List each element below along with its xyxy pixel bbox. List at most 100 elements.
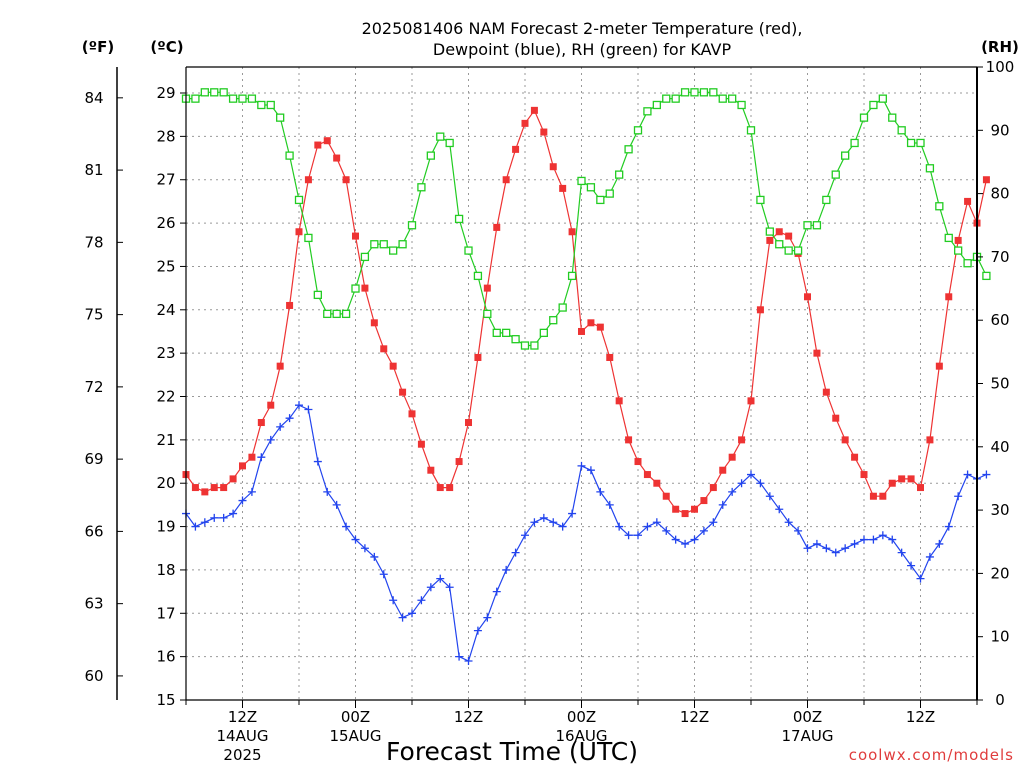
- relative-humidity-point: [558, 303, 567, 312]
- relative-humidity-point: [633, 126, 643, 135]
- temperature-point: [945, 293, 953, 301]
- x-tick-label: 12Z: [454, 708, 483, 726]
- dewpoint-point: [398, 613, 407, 622]
- temperature-point: [295, 228, 303, 236]
- rh-tick-label: 100: [986, 58, 1015, 76]
- fahrenheit-tick-label: 84: [84, 89, 103, 107]
- fahrenheit-tick-label: 63: [84, 595, 103, 613]
- relative-humidity-point: [944, 233, 953, 243]
- temperature-point: [521, 119, 529, 127]
- x-tick-label: 12Z: [906, 708, 935, 726]
- relative-humidity-point: [812, 221, 822, 230]
- temperature-point: [446, 484, 454, 492]
- dewpoint-point: [521, 531, 529, 540]
- rh-axis-unit: (RH): [981, 38, 1019, 56]
- temperature-point: [935, 362, 943, 370]
- dewpoint-point: [765, 492, 774, 501]
- temperature-point: [596, 323, 604, 331]
- dewpoint-point: [916, 574, 925, 583]
- dewpoint-point: [869, 535, 878, 544]
- temperature-point: [954, 236, 962, 244]
- dewpoint-point: [332, 500, 341, 509]
- temperature-point: [804, 293, 811, 301]
- temperature-point: [191, 484, 199, 492]
- relative-humidity-point: [247, 94, 257, 103]
- temperature-point: [323, 137, 331, 145]
- relative-humidity-point: [567, 271, 577, 281]
- x-date-label: 14AUG: [217, 727, 269, 745]
- x-tick-label: 12Z: [680, 708, 709, 726]
- dewpoint-point: [643, 522, 652, 531]
- temperature-point: [455, 458, 463, 466]
- relative-humidity-point: [285, 151, 294, 160]
- temperature-point: [832, 414, 840, 422]
- relative-humidity-point: [775, 240, 784, 249]
- relative-humidity-point: [586, 183, 596, 192]
- dewpoint-point: [775, 505, 784, 514]
- dewpoint-point: [229, 509, 238, 518]
- temperature-point: [248, 453, 256, 461]
- dewpoint-point: [379, 570, 388, 579]
- celsius-tick-label: 18: [156, 561, 175, 579]
- celsius-tick-label: 24: [156, 301, 175, 319]
- temperature-point: [672, 505, 680, 513]
- celsius-tick-label: 27: [156, 171, 175, 189]
- relative-humidity-point: [793, 246, 803, 255]
- x-axis-title: Forecast Time (UTC): [386, 737, 638, 766]
- temperature-point: [681, 510, 689, 518]
- dewpoint-point: [935, 539, 944, 548]
- relative-humidity-point: [492, 328, 501, 338]
- relative-humidity-point: [257, 100, 266, 110]
- relative-humidity-point: [615, 170, 624, 179]
- dewpoint-point: [455, 652, 464, 661]
- temperature-point: [483, 284, 491, 292]
- temperature-point: [907, 475, 915, 483]
- fahrenheit-tick-label: 78: [84, 233, 103, 251]
- dewpoint-point: [304, 405, 313, 414]
- relative-humidity-point: [483, 309, 492, 319]
- relative-humidity-point: [332, 309, 341, 319]
- relative-humidity-point: [690, 88, 699, 97]
- relative-humidity-point: [605, 189, 614, 198]
- relative-humidity-point: [916, 138, 925, 148]
- temperature-point: [709, 484, 717, 492]
- temperature-point: [766, 236, 774, 244]
- x-tick-label: 00Z: [567, 708, 596, 726]
- dewpoint-point: [426, 583, 435, 592]
- dewpoint-point: [285, 414, 294, 423]
- dewpoint-point: [247, 487, 256, 496]
- relative-humidity-point: [652, 100, 661, 110]
- relative-humidity-point: [831, 170, 840, 179]
- axis-layer: 15 16 17 18 19 20 21 22 23 24 25 26 27 28 29 60 63 66 69 72…: [84, 58, 1014, 764]
- rh-tick-label: 30: [990, 501, 1009, 519]
- fahrenheit-tick-label: 72: [84, 378, 103, 396]
- relative-humidity-point: [925, 164, 935, 173]
- fahrenheit-axis-unit: (ºF): [82, 38, 114, 56]
- dewpoint-point: [323, 487, 332, 496]
- dewpoint-point: [624, 531, 633, 540]
- dewpoint-point: [473, 626, 482, 635]
- dewpoint-point: [605, 500, 614, 509]
- dewpoint-point: [191, 522, 200, 531]
- dewpoint-point: [558, 522, 567, 531]
- temperature-point: [785, 232, 793, 240]
- dewpoint-point: [342, 522, 351, 531]
- grid-layer: [185, 67, 978, 701]
- temperature-point: [333, 154, 341, 162]
- dewpoint-point: [671, 535, 680, 544]
- chart-title-line-1: 2025081406 NAM Forecast 2-meter Temperat…: [362, 19, 803, 38]
- dewpoint-point: [841, 544, 850, 553]
- relative-humidity-point: [520, 341, 530, 350]
- celsius-tick-label: 25: [156, 257, 175, 275]
- relative-humidity-point: [671, 94, 680, 103]
- temperature-point: [229, 475, 237, 483]
- dewpoint-point: [822, 544, 831, 553]
- celsius-tick-label: 20: [156, 474, 175, 492]
- relative-humidity-point: [869, 100, 878, 110]
- temperature-point: [465, 419, 472, 427]
- relative-humidity-point: [624, 145, 633, 154]
- dewpoint-point: [681, 539, 690, 548]
- dewpoint-line: [185, 404, 987, 662]
- relative-humidity-point: [850, 138, 859, 148]
- relative-humidity-point: [502, 328, 511, 338]
